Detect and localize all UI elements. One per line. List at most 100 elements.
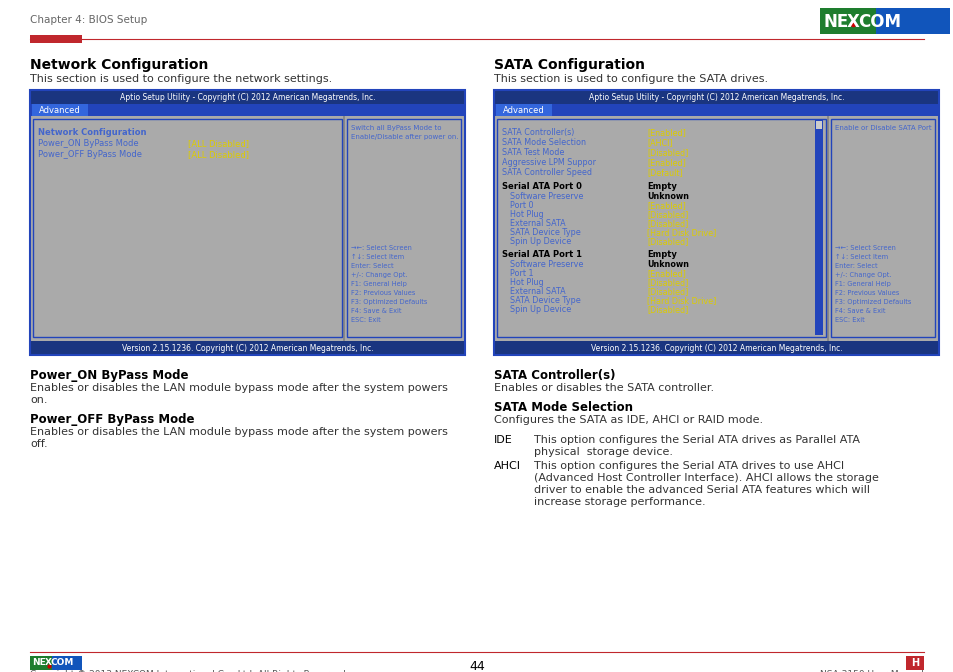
Text: on.: on. [30, 395, 48, 405]
Text: [Disabled]: [Disabled] [646, 287, 688, 296]
Text: SATA Controller(s): SATA Controller(s) [501, 128, 574, 137]
Text: F1: General Help: F1: General Help [834, 281, 890, 287]
Bar [830, 119, 934, 337]
Text: F2: Previous Values: F2: Previous Values [834, 290, 899, 296]
Text: Version 2.15.1236. Copyright (C) 2012 American Megatrends, Inc.: Version 2.15.1236. Copyright (C) 2012 Am… [590, 344, 841, 353]
Text: COM: COM [51, 658, 74, 667]
Text: Enables or disables the LAN module bypass mode after the system powers: Enables or disables the LAN module bypas… [30, 383, 447, 393]
Bar [30, 90, 464, 355]
Text: Enter: Select: Enter: Select [834, 263, 877, 269]
Text: 44: 44 [469, 660, 484, 672]
Text: Hot Plug: Hot Plug [510, 278, 543, 287]
Bar [905, 656, 923, 670]
Text: Software Preserve: Software Preserve [510, 192, 583, 201]
Text: ↑↓: Select Item: ↑↓: Select Item [834, 254, 887, 260]
Text: Spin Up Device: Spin Up Device [510, 305, 571, 314]
Text: Network Configuration: Network Configuration [30, 58, 208, 72]
Text: [ALL Disabled]: [ALL Disabled] [188, 150, 249, 159]
Text: External SATA: External SATA [510, 219, 565, 228]
Text: SATA Test Mode: SATA Test Mode [501, 148, 564, 157]
Text: F3: Optimized Defaults: F3: Optimized Defaults [351, 299, 427, 305]
Text: Copyright © 2013 NEXCOM International Co., Ltd. All Rights Reserved.: Copyright © 2013 NEXCOM International Co… [30, 670, 349, 672]
Text: Aggressive LPM Suppor: Aggressive LPM Suppor [501, 158, 596, 167]
Text: SATA Device Type: SATA Device Type [510, 296, 580, 305]
Text: This option configures the Serial ATA drives as Parallel ATA: This option configures the Serial ATA dr… [534, 435, 859, 445]
Text: [Hard Disk Drive]: [Hard Disk Drive] [646, 296, 716, 305]
Text: SATA Configuration: SATA Configuration [494, 58, 644, 72]
Bar [345, 116, 464, 341]
Bar [815, 121, 821, 129]
Text: Enables or disables the SATA controller.: Enables or disables the SATA controller. [494, 383, 714, 393]
Bar [494, 90, 938, 104]
Text: Empty: Empty [646, 250, 677, 259]
Bar [30, 90, 464, 104]
Bar [494, 116, 938, 341]
Text: F2: Previous Values: F2: Previous Values [351, 290, 415, 296]
Text: Configures the SATA as IDE, AHCI or RAID mode.: Configures the SATA as IDE, AHCI or RAID… [494, 415, 762, 425]
Bar [494, 341, 938, 355]
Text: SATA Controller(s): SATA Controller(s) [494, 369, 615, 382]
Bar [52, 656, 82, 670]
Text: Advanced: Advanced [39, 106, 81, 115]
Text: Power_OFF ByPass Mode: Power_OFF ByPass Mode [38, 150, 142, 159]
Text: [Disabled]: [Disabled] [646, 278, 688, 287]
Text: [Disabled]: [Disabled] [646, 237, 688, 246]
Bar [820, 8, 875, 34]
Text: Switch all ByPass Mode to: Switch all ByPass Mode to [351, 125, 441, 131]
Text: External SATA: External SATA [510, 287, 565, 296]
Text: [Hard Disk Drive]: [Hard Disk Drive] [646, 228, 716, 237]
Text: Aptio Setup Utility - Copyright (C) 2012 American Megatrends, Inc.: Aptio Setup Utility - Copyright (C) 2012… [120, 93, 375, 102]
Bar [494, 90, 938, 355]
Text: H: H [910, 658, 918, 668]
Text: Empty: Empty [646, 182, 677, 191]
Text: ↑↓: Select Item: ↑↓: Select Item [351, 254, 404, 260]
Text: NSA 3150 User Manual: NSA 3150 User Manual [820, 670, 923, 672]
Text: [Disabled]: [Disabled] [646, 219, 688, 228]
Text: Version 2.15.1236. Copyright (C) 2012 American Megatrends, Inc.: Version 2.15.1236. Copyright (C) 2012 Am… [122, 344, 373, 353]
Text: AHCI: AHCI [494, 461, 520, 471]
Bar [496, 104, 552, 116]
Text: Power_OFF ByPass Mode: Power_OFF ByPass Mode [30, 413, 194, 426]
Text: Spin Up Device: Spin Up Device [510, 237, 571, 246]
Text: Unknown: Unknown [646, 260, 688, 269]
Text: Power_ON ByPass Mode: Power_ON ByPass Mode [30, 369, 189, 382]
Text: Chapter 4: BIOS Setup: Chapter 4: BIOS Setup [30, 15, 147, 25]
Text: driver to enable the advanced Serial ATA features which will: driver to enable the advanced Serial ATA… [534, 485, 869, 495]
Text: Power_ON ByPass Mode: Power_ON ByPass Mode [38, 139, 138, 148]
Text: ESC: Exit: ESC: Exit [351, 317, 380, 323]
Text: ESC: Exit: ESC: Exit [834, 317, 863, 323]
Text: [Disabled]: [Disabled] [646, 210, 688, 219]
Text: Hot Plug: Hot Plug [510, 210, 543, 219]
Text: →←: Select Screen: →←: Select Screen [351, 245, 412, 251]
Text: [AHCI]: [AHCI] [646, 138, 672, 147]
Text: This section is used to configure the SATA drives.: This section is used to configure the SA… [494, 74, 767, 84]
Bar [347, 119, 460, 337]
Text: off.: off. [30, 439, 48, 449]
Text: X: X [846, 13, 859, 31]
Text: increase storage performance.: increase storage performance. [534, 497, 705, 507]
Text: NE: NE [823, 13, 848, 31]
Text: This option configures the Serial ATA drives to use AHCI: This option configures the Serial ATA dr… [534, 461, 843, 471]
Text: [Disabled]: [Disabled] [646, 148, 688, 157]
Text: +/-: Change Opt.: +/-: Change Opt. [834, 272, 890, 278]
Bar [494, 104, 938, 116]
Bar [30, 341, 464, 355]
Bar [875, 8, 949, 34]
Bar [30, 116, 464, 341]
Text: Port 0: Port 0 [510, 201, 533, 210]
Text: Software Preserve: Software Preserve [510, 260, 583, 269]
Text: Aptio Setup Utility - Copyright (C) 2012 American Megatrends, Inc.: Aptio Setup Utility - Copyright (C) 2012… [588, 93, 843, 102]
Text: COM: COM [857, 13, 900, 31]
Text: This section is used to configure the network settings.: This section is used to configure the ne… [30, 74, 332, 84]
Text: Advanced: Advanced [502, 106, 544, 115]
Text: [Disabled]: [Disabled] [646, 305, 688, 314]
Text: F1: General Help: F1: General Help [351, 281, 406, 287]
Text: F3: Optimized Defaults: F3: Optimized Defaults [834, 299, 910, 305]
Text: Unknown: Unknown [646, 192, 688, 201]
Text: Serial ATA Port 0: Serial ATA Port 0 [501, 182, 581, 191]
Bar [33, 119, 341, 337]
Text: Enable/Disable after power on.: Enable/Disable after power on. [351, 134, 458, 140]
Text: IDE: IDE [494, 435, 512, 445]
Bar [814, 120, 822, 335]
Text: Enables or disables the LAN module bypass mode after the system powers: Enables or disables the LAN module bypas… [30, 427, 447, 437]
